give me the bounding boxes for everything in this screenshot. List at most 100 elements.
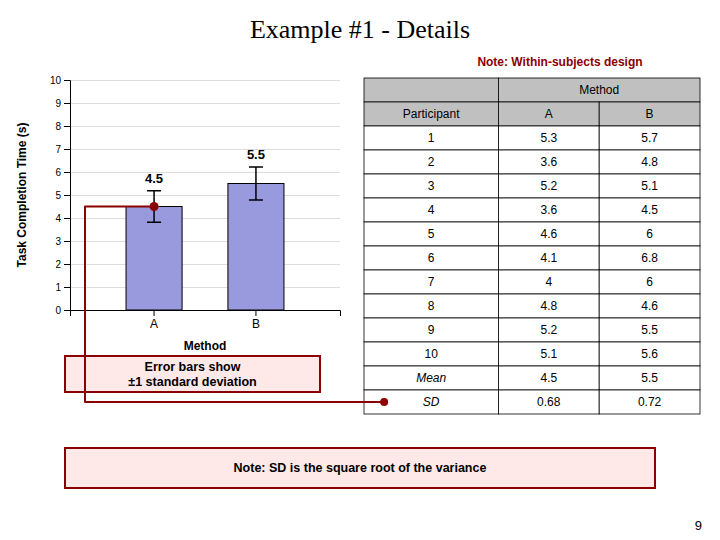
y-tick: 4 <box>55 213 70 224</box>
y-tick-mark <box>64 287 70 288</box>
table-value: 9 <box>428 323 435 337</box>
table-cell <box>599 318 700 342</box>
table-header: B <box>646 107 654 121</box>
x-axis: AB <box>71 310 341 331</box>
table-cell <box>364 150 498 174</box>
table-cell <box>498 294 599 318</box>
table-cell <box>599 342 700 366</box>
x-tick: B <box>252 310 260 331</box>
grid-line <box>70 218 340 219</box>
table-cell <box>498 102 599 126</box>
y-tick-label: 8 <box>55 121 61 132</box>
y-tick-label: 10 <box>50 75 62 86</box>
y-tick-mark <box>64 241 70 242</box>
y-tick-mark <box>64 80 70 81</box>
table-header: Participant <box>403 107 460 121</box>
table-cell <box>498 150 599 174</box>
y-tick: 7 <box>55 144 70 155</box>
bar <box>228 184 284 311</box>
y-tick-label: 1 <box>55 282 61 293</box>
y-tick-label: 4 <box>55 213 61 224</box>
table-cell <box>498 366 599 390</box>
table-cell <box>498 198 599 222</box>
grid-line <box>70 241 340 242</box>
table-value: SD <box>423 395 440 409</box>
table-cell <box>364 222 498 246</box>
grid <box>70 81 340 311</box>
table-cell <box>498 318 599 342</box>
title: Example #1 - Details <box>250 15 470 44</box>
x-axis-line <box>71 311 341 317</box>
grid-line <box>70 103 340 104</box>
table-cell <box>498 78 700 102</box>
table: MethodParticipantAB15.35.723.64.835.25.1… <box>364 78 700 414</box>
y-tick: 0 <box>55 305 70 316</box>
table-value: 7 <box>428 275 435 289</box>
x-tick-mark <box>154 310 155 316</box>
table-value: 4.5 <box>540 371 557 385</box>
y-tick: 1 <box>55 282 70 293</box>
table-value: 4.6 <box>641 299 658 313</box>
grid-tick <box>70 287 340 288</box>
y-tick-label: 7 <box>55 144 61 155</box>
table-value: 0.68 <box>537 395 561 409</box>
data-label: 4.5 <box>145 171 163 186</box>
data-label: 5.5 <box>247 147 265 162</box>
y-tick-mark <box>64 264 70 265</box>
y-tick: 2 <box>55 259 70 270</box>
x-tick-label: B <box>252 317 260 331</box>
table-value: 4.5 <box>641 203 658 217</box>
chart: Example #1 - DetailsNote: Within-subject… <box>0 0 720 540</box>
highlight-dot <box>380 398 388 406</box>
table-cell <box>599 390 700 414</box>
table-value: 8 <box>428 299 435 313</box>
table-value: 3.6 <box>540 203 557 217</box>
y-axis-title: Task Completion Time (s) <box>15 123 29 268</box>
y-axis-line <box>64 81 71 311</box>
page-number: 9 <box>695 518 702 533</box>
table-value: 6 <box>428 251 435 265</box>
table-value: 5.1 <box>540 347 557 361</box>
grid-line <box>70 287 340 288</box>
y-axis: 012345678910 <box>50 75 71 316</box>
table-value: 4.1 <box>540 251 557 265</box>
table-value: 5.5 <box>641 323 658 337</box>
grid-line <box>70 172 340 173</box>
table-value: 3 <box>428 179 435 193</box>
y-tick: 5 <box>55 190 70 201</box>
table-cell <box>498 174 599 198</box>
grid-tick <box>70 195 340 196</box>
table-value: 5 <box>428 227 435 241</box>
table-cell <box>599 222 700 246</box>
x-axis-title: Method <box>184 339 227 353</box>
table-cell <box>364 126 498 150</box>
annotation-box <box>65 448 655 488</box>
table-cell <box>364 78 498 102</box>
table-value: 5.1 <box>641 179 658 193</box>
grid-line <box>70 80 340 81</box>
grid-tick <box>70 218 340 219</box>
grid-tick <box>70 241 340 242</box>
grid-line <box>70 264 340 265</box>
table-value: 4.8 <box>641 155 658 169</box>
table-value: 4 <box>545 275 552 289</box>
y-tick-mark <box>64 172 70 173</box>
table-cell <box>364 102 498 126</box>
annotation-line: ±1 standard deviation <box>128 375 256 389</box>
table-cell <box>498 246 599 270</box>
y-tick-mark <box>64 195 70 196</box>
table-cell <box>364 198 498 222</box>
grid-tick <box>70 126 340 127</box>
table-cell <box>599 294 700 318</box>
y-tick: 3 <box>55 236 70 247</box>
table-cell <box>498 270 599 294</box>
table-cell <box>364 294 498 318</box>
table-header: Method <box>579 83 619 97</box>
table-value: 0.72 <box>638 395 662 409</box>
y-tick: 9 <box>55 98 70 109</box>
y-tick-label: 0 <box>55 305 61 316</box>
error-bar <box>249 167 263 200</box>
table-value: 4.8 <box>540 299 557 313</box>
grid-tick <box>70 264 340 265</box>
table-cell <box>599 150 700 174</box>
